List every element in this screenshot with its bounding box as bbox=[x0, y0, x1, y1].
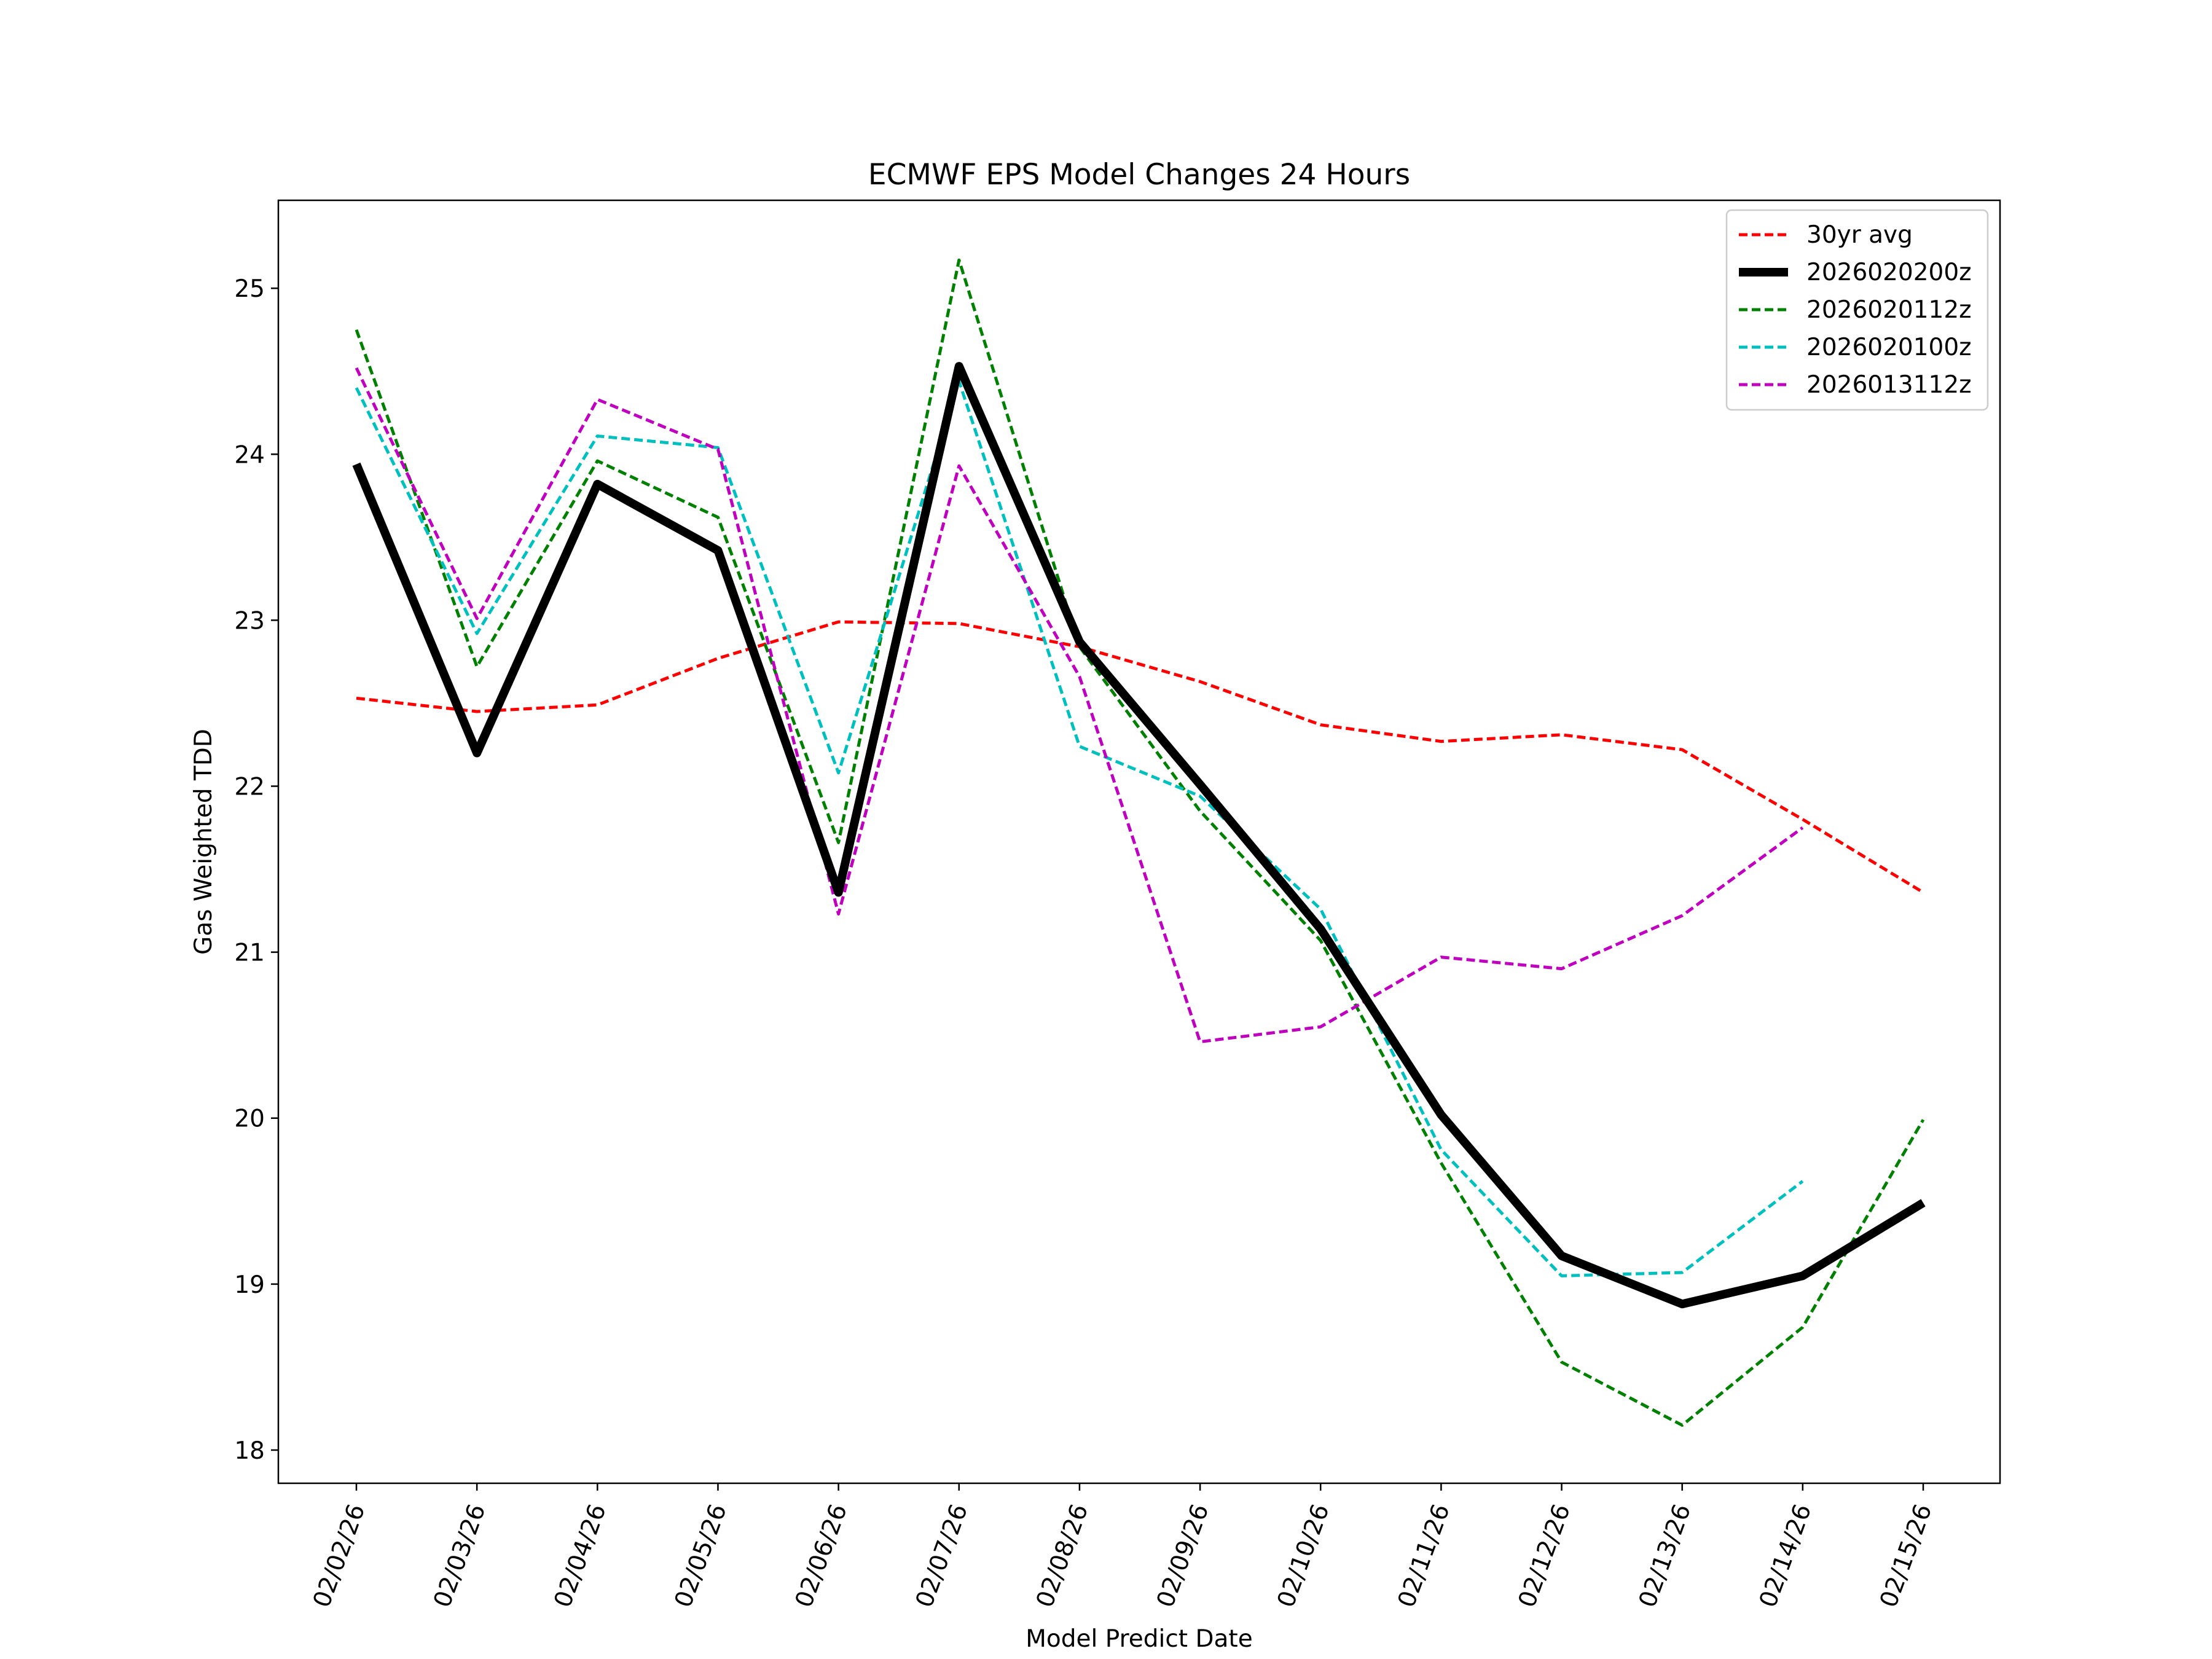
plot-frame bbox=[277, 199, 2001, 1484]
y-tick-label: 23 bbox=[234, 607, 265, 635]
y-tick-label: 22 bbox=[234, 774, 265, 801]
y-tick-label: 18 bbox=[234, 1437, 265, 1465]
chart-title: ECMWF EPS Model Changes 24 Hours bbox=[868, 158, 1410, 192]
x-axis-label: Model Predict Date bbox=[1026, 1625, 1252, 1653]
legend: 30yr avg 2026020200z 2026020112z 2026020100… bbox=[1725, 209, 1989, 411]
legend-label: 2026020100z bbox=[1806, 334, 1972, 361]
series-line-2026013112z bbox=[355, 367, 1804, 1043]
y-tick-label: 19 bbox=[234, 1271, 265, 1299]
legend-box bbox=[1725, 209, 1989, 411]
y-tick-label: 25 bbox=[234, 275, 265, 303]
series-line-2026020100z bbox=[355, 379, 1804, 1277]
y-tick-label: 24 bbox=[234, 441, 265, 469]
legend-label: 2026020200z bbox=[1806, 259, 1972, 286]
plot-area bbox=[352, 258, 1926, 1427]
legend-label: 30yr avg bbox=[1806, 221, 1913, 249]
legend-label: 2026020112z bbox=[1806, 296, 1972, 324]
y-tick-label: 20 bbox=[234, 1105, 265, 1133]
y-axis-label: Gas Weighted TDD bbox=[190, 729, 218, 955]
legend-label: 2026013112z bbox=[1806, 371, 1972, 399]
y-tick-label: 21 bbox=[234, 939, 265, 967]
series-line-2026020200z bbox=[352, 362, 1926, 1309]
series-line-30yr-avg bbox=[356, 620, 1924, 894]
